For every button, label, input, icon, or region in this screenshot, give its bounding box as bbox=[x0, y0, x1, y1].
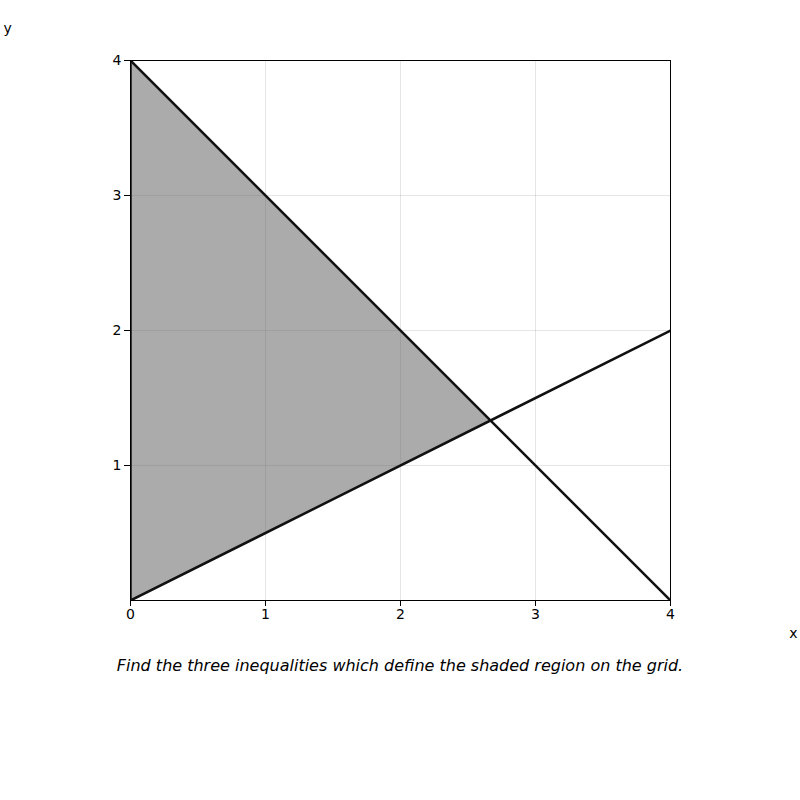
svg-text:0: 0 bbox=[126, 606, 135, 622]
svg-text:4: 4 bbox=[666, 606, 675, 622]
svg-text:3: 3 bbox=[113, 187, 122, 203]
svg-text:y: y bbox=[4, 20, 12, 36]
svg-text:1: 1 bbox=[113, 457, 122, 473]
svg-text:4: 4 bbox=[113, 52, 122, 68]
svg-text:2: 2 bbox=[396, 606, 405, 622]
svg-text:1: 1 bbox=[261, 606, 270, 622]
svg-text:2: 2 bbox=[113, 322, 122, 338]
html-text:Find the three inequalities wh: Find the three inequalities which define… bbox=[116, 656, 684, 675]
svg-text:x: x bbox=[789, 625, 797, 641]
svg-text:3: 3 bbox=[531, 606, 540, 622]
